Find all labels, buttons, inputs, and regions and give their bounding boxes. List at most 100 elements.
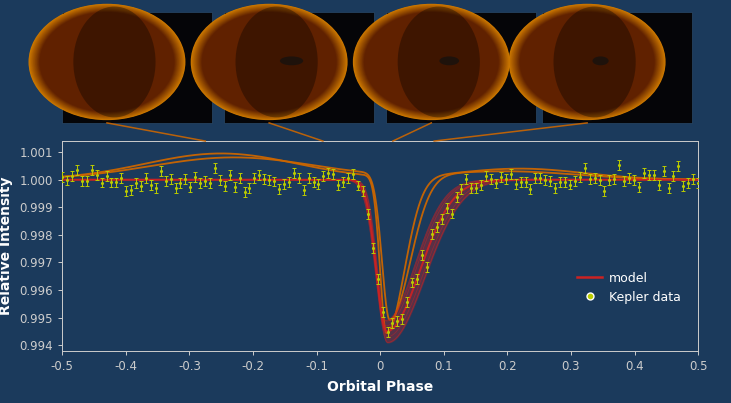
Point [618, 178, 630, 184]
Point [500, 176, 512, 183]
Point [471, 185, 482, 191]
Point [441, 205, 452, 211]
Point [268, 178, 280, 185]
Point [121, 188, 132, 195]
Ellipse shape [360, 8, 503, 115]
Point [308, 179, 319, 185]
Ellipse shape [194, 6, 344, 118]
Point [259, 175, 270, 182]
Ellipse shape [517, 10, 657, 114]
Point [234, 175, 246, 182]
Point [249, 175, 260, 182]
Ellipse shape [354, 5, 509, 119]
Point [648, 172, 659, 178]
Point [515, 179, 526, 185]
Point [317, 173, 329, 179]
Point [352, 182, 364, 189]
Ellipse shape [193, 5, 346, 119]
Point [545, 178, 556, 184]
Point [387, 320, 398, 326]
Ellipse shape [515, 8, 659, 116]
Ellipse shape [398, 6, 480, 117]
Point [76, 178, 88, 184]
Ellipse shape [39, 12, 174, 112]
Point [214, 177, 226, 183]
Point [495, 174, 507, 180]
Point [643, 172, 655, 178]
Ellipse shape [37, 10, 177, 114]
Ellipse shape [194, 7, 344, 117]
Point [322, 170, 334, 177]
Point [71, 167, 83, 174]
Ellipse shape [510, 4, 665, 120]
Point [510, 181, 521, 187]
Ellipse shape [357, 7, 505, 117]
Ellipse shape [32, 7, 181, 117]
Point [663, 185, 675, 191]
Point [485, 175, 497, 182]
Point [209, 165, 221, 172]
Point [135, 183, 147, 189]
Ellipse shape [39, 12, 175, 112]
Ellipse shape [361, 10, 501, 114]
Point [189, 174, 201, 181]
Ellipse shape [553, 6, 636, 117]
Point [96, 179, 107, 186]
Point [683, 180, 694, 186]
Point [283, 179, 295, 186]
Ellipse shape [199, 10, 339, 114]
Ellipse shape [515, 8, 659, 115]
Point [628, 177, 640, 183]
Point [588, 175, 600, 181]
Point [549, 185, 561, 191]
Ellipse shape [37, 10, 178, 114]
Ellipse shape [363, 12, 499, 112]
Ellipse shape [29, 4, 186, 120]
Point [140, 174, 152, 181]
Point [382, 328, 393, 335]
Ellipse shape [355, 5, 508, 119]
Point [678, 183, 689, 189]
Point [254, 172, 265, 179]
Point [604, 177, 616, 183]
Point [293, 174, 305, 181]
Ellipse shape [235, 6, 318, 117]
Point [436, 216, 447, 222]
Ellipse shape [196, 8, 342, 116]
Point [653, 182, 664, 188]
Point [613, 162, 625, 168]
Point [150, 185, 162, 191]
Point [175, 180, 186, 186]
Point [416, 252, 428, 258]
Point [115, 175, 127, 181]
Point [184, 183, 196, 190]
Point [687, 176, 699, 182]
Legend: model, Kepler data: model, Kepler data [572, 267, 686, 309]
Point [367, 245, 379, 251]
Point [406, 279, 418, 286]
Point [554, 179, 566, 185]
Point [446, 210, 458, 217]
Ellipse shape [192, 5, 346, 119]
Point [376, 309, 388, 316]
Ellipse shape [33, 7, 181, 117]
Point [204, 180, 216, 187]
Ellipse shape [364, 12, 499, 112]
Ellipse shape [439, 56, 459, 65]
Point [224, 171, 235, 178]
Point [229, 184, 240, 190]
Point [475, 182, 487, 189]
Point [278, 181, 289, 187]
Ellipse shape [354, 4, 509, 120]
Point [559, 179, 571, 185]
Point [219, 183, 231, 189]
Ellipse shape [36, 9, 178, 115]
Point [56, 173, 68, 180]
Point [105, 179, 117, 186]
Point [362, 211, 374, 218]
Point [61, 177, 73, 184]
Point [529, 174, 541, 181]
Ellipse shape [198, 9, 341, 115]
Point [303, 174, 314, 181]
Point [200, 178, 211, 185]
